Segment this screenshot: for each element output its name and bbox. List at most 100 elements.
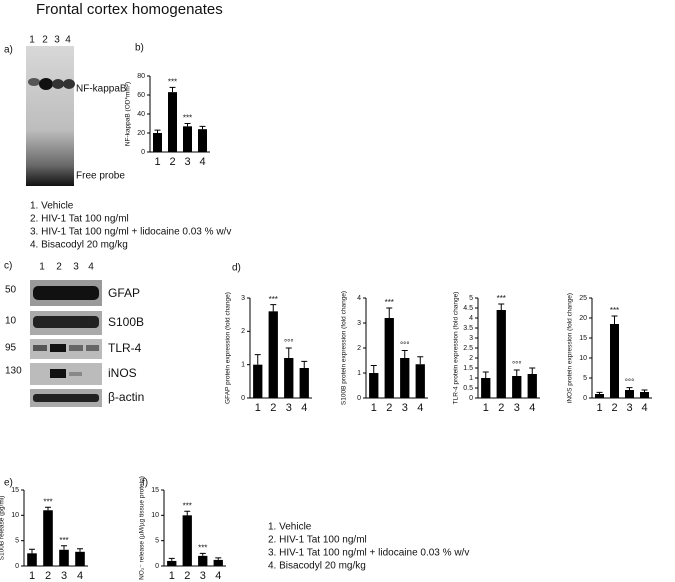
- panel-label: d): [232, 263, 241, 274]
- x-tick-label: 3: [61, 570, 67, 582]
- gel-band: [28, 78, 40, 86]
- bar: [182, 515, 192, 566]
- protein-label: TLR-4: [108, 341, 142, 355]
- y-axis-label: NF-kappaB (OD*mm²): [125, 82, 132, 146]
- gel-band: [52, 79, 64, 89]
- bar: [59, 549, 69, 566]
- x-tick-label: 4: [215, 570, 221, 582]
- lane-label: 2: [56, 262, 62, 273]
- y-tick-label: 0: [357, 395, 361, 402]
- x-tick-label: 4: [301, 402, 307, 414]
- y-tick-label: 1: [357, 370, 361, 377]
- bar: [610, 324, 619, 398]
- error-bar: [386, 307, 393, 318]
- y-tick-label: 1.5: [463, 365, 473, 372]
- error-bar: [199, 552, 206, 556]
- error-bar: [168, 557, 175, 561]
- bar: [481, 378, 491, 398]
- error-bar: [184, 510, 191, 516]
- y-tick-label: 20: [579, 315, 587, 322]
- bar: [369, 373, 379, 398]
- y-tick-label: 0: [155, 563, 159, 570]
- significance: ***: [183, 501, 192, 510]
- y-tick-label: 5: [583, 375, 587, 382]
- x-tick-label: 1: [169, 570, 175, 582]
- bar: [640, 392, 649, 398]
- bar: [198, 129, 207, 152]
- bar: [75, 551, 85, 566]
- protein-label: β-actin: [108, 390, 144, 404]
- bar: [167, 560, 177, 566]
- gel-band: [63, 79, 75, 89]
- panel-label: e): [4, 478, 13, 489]
- y-tick-label: 2.5: [463, 345, 473, 352]
- y-tick-label: 4.5: [463, 305, 473, 312]
- y-tick-label: 4: [469, 315, 473, 322]
- x-tick-label: 2: [270, 402, 276, 414]
- y-tick-label: 4: [357, 295, 361, 302]
- x-tick-label: 2: [45, 570, 51, 582]
- y-tick-label: 0: [141, 149, 145, 156]
- legend-entry: 3. HIV-1 Tat 100 ng/ml + lidocaine 0.03 …: [30, 227, 231, 238]
- bar: [496, 310, 506, 398]
- significance: ***: [610, 306, 619, 315]
- significance: ***: [183, 114, 192, 123]
- error-bar: [45, 506, 51, 511]
- error-bar: [29, 548, 35, 554]
- y-axis-label: S100B release (pg/ml): [0, 496, 6, 561]
- error-bar: [401, 350, 408, 358]
- x-tick-label: 1: [596, 402, 602, 414]
- lane-label: 3: [73, 262, 79, 273]
- legend-entry: 4. Bisacodyl 20 mg/kg: [30, 240, 128, 251]
- bar: [527, 374, 537, 398]
- bar: [384, 318, 394, 398]
- error-bar: [301, 360, 308, 368]
- x-tick-label: 1: [483, 402, 489, 414]
- significance: ***: [168, 78, 177, 87]
- y-axis-label: TLR-4 protein expression (fold change): [453, 292, 460, 405]
- mw-marker: 50: [5, 285, 17, 296]
- panel-label: a): [4, 45, 13, 56]
- y-axis-label: S100B protein expression (fold change): [341, 291, 348, 405]
- x-tick-label: 3: [514, 402, 520, 414]
- y-tick-label: 3: [469, 335, 473, 342]
- y-tick-label: 40: [137, 111, 145, 118]
- error-bar: [626, 387, 633, 390]
- x-tick-label: 2: [498, 402, 504, 414]
- bar: [153, 133, 162, 152]
- mw-marker: 95: [5, 343, 17, 354]
- error-bar: [77, 548, 83, 552]
- y-tick-label: 20: [137, 130, 145, 137]
- y-tick-label: 60: [137, 92, 145, 99]
- protein-label: GFAP: [108, 286, 140, 300]
- y-tick-label: 3.5: [463, 325, 473, 332]
- x-tick-label: 2: [386, 402, 392, 414]
- y-tick-label: 5: [15, 538, 19, 545]
- significance: ***: [269, 295, 278, 304]
- error-bar: [370, 365, 377, 373]
- y-tick-label: 15: [11, 487, 19, 494]
- band-label: Free probe: [76, 171, 125, 182]
- x-tick-label: 2: [611, 402, 617, 414]
- lane-label: 4: [88, 262, 94, 273]
- lane-label: 4: [65, 35, 71, 46]
- lane-label: 3: [54, 35, 60, 46]
- x-tick-label: 4: [529, 402, 535, 414]
- panel-label: f): [142, 478, 148, 489]
- error-bar: [199, 125, 206, 130]
- bar: [625, 390, 634, 398]
- y-tick-label: 15: [151, 487, 159, 494]
- legend: 1. Vehicle 2. HIV-1 Tat 100 ng/ml 3. HIV…: [30, 201, 231, 251]
- legend-entry: 1. Vehicle: [268, 522, 312, 533]
- significance: ***: [198, 543, 207, 552]
- gel: [26, 46, 74, 186]
- y-tick-label: 15: [579, 335, 587, 342]
- mw-marker: 10: [5, 316, 17, 327]
- bar: [198, 555, 208, 566]
- y-tick-label: 0: [469, 395, 473, 402]
- band-label: NF-kappaB: [76, 84, 127, 95]
- x-tick-label: 4: [77, 570, 83, 582]
- y-tick-label: 10: [11, 512, 19, 519]
- x-tick-label: 3: [402, 402, 408, 414]
- panel-label: c): [4, 261, 12, 272]
